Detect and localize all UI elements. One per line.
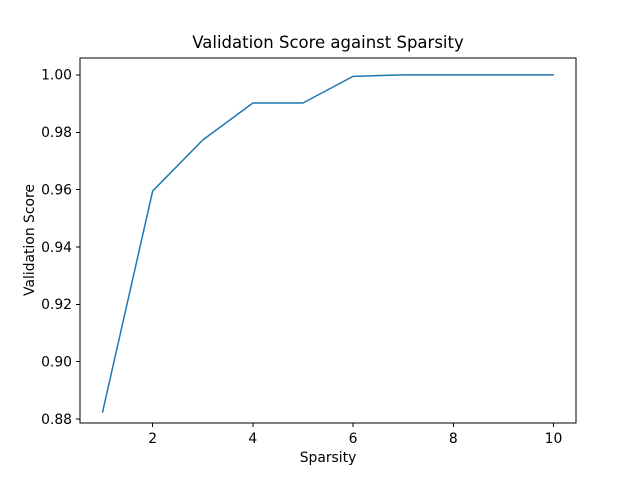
validation-score-line bbox=[101, 74, 555, 413]
y-tick-label: 0.98 bbox=[41, 125, 72, 141]
y-tick-label: 0.90 bbox=[41, 354, 72, 370]
y-axis-label: Validation Score bbox=[22, 184, 38, 296]
y-tick-label: 1.00 bbox=[41, 68, 72, 84]
x-tick-label: 2 bbox=[148, 431, 157, 447]
x-axis-label: Sparsity bbox=[299, 450, 357, 466]
x-tick-label: 6 bbox=[349, 431, 358, 447]
x-tick-label: 10 bbox=[545, 431, 563, 447]
x-tick-label: 4 bbox=[248, 431, 257, 447]
y-tick-label: 0.92 bbox=[41, 297, 72, 313]
y-tick-label: 0.88 bbox=[41, 412, 72, 428]
chart-title: Validation Score against Sparsity bbox=[192, 33, 464, 52]
y-tick-label: 0.94 bbox=[41, 240, 72, 256]
y-tick-label: 0.96 bbox=[41, 182, 72, 198]
axes-spines bbox=[79, 57, 577, 424]
x-tick-label: 8 bbox=[449, 431, 458, 447]
